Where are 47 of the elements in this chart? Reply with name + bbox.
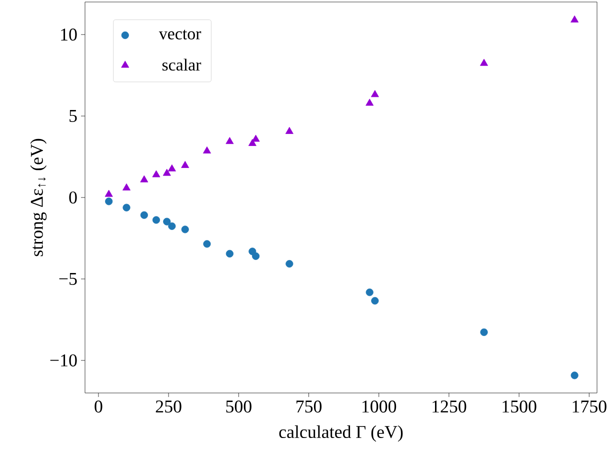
point <box>168 222 176 230</box>
point <box>105 198 113 206</box>
point <box>122 204 130 212</box>
legend-label: vector <box>158 30 202 40</box>
point <box>140 211 148 219</box>
x-axis-title: calculated Γ (eV) <box>279 425 403 442</box>
point <box>366 98 374 106</box>
y-tick-label: 0 <box>69 191 77 204</box>
point <box>371 296 379 305</box>
point <box>104 190 113 197</box>
point <box>286 260 294 268</box>
point <box>202 146 211 154</box>
point <box>252 252 260 260</box>
x-tick-label: 1750 <box>572 400 606 413</box>
y-tick-label: 5 <box>70 110 77 122</box>
point <box>252 134 260 142</box>
point <box>140 175 148 182</box>
x-tick-label: 1250 <box>432 400 466 413</box>
point <box>181 160 190 168</box>
x-tick-label: 250 <box>156 400 182 413</box>
y-tick-label: −5 <box>59 272 77 285</box>
point <box>480 58 488 66</box>
point <box>285 126 294 134</box>
x-tick-label: 750 <box>296 400 322 413</box>
point <box>122 183 131 190</box>
x-tick-label: 1500 <box>502 400 536 413</box>
point <box>152 216 160 224</box>
y-tick-label: 10 <box>61 28 77 41</box>
point <box>226 137 234 144</box>
point <box>162 168 171 176</box>
point <box>480 328 488 336</box>
point <box>152 170 160 178</box>
y-axis-title: strong Δε$_{↑↓}$ (eV) <box>30 138 47 256</box>
point <box>570 15 579 22</box>
y-tick-label: −10 <box>50 354 77 366</box>
point <box>181 226 189 234</box>
x-tick-label: 500 <box>226 400 252 413</box>
point <box>366 288 374 296</box>
point <box>226 250 234 258</box>
point <box>168 164 176 172</box>
x-tick-label: 1000 <box>362 400 396 413</box>
point <box>203 240 211 248</box>
point <box>163 218 171 226</box>
point <box>570 372 578 380</box>
legend-label: scalar <box>162 58 202 71</box>
x-tick-label: 0 <box>94 400 102 413</box>
point <box>370 90 379 98</box>
